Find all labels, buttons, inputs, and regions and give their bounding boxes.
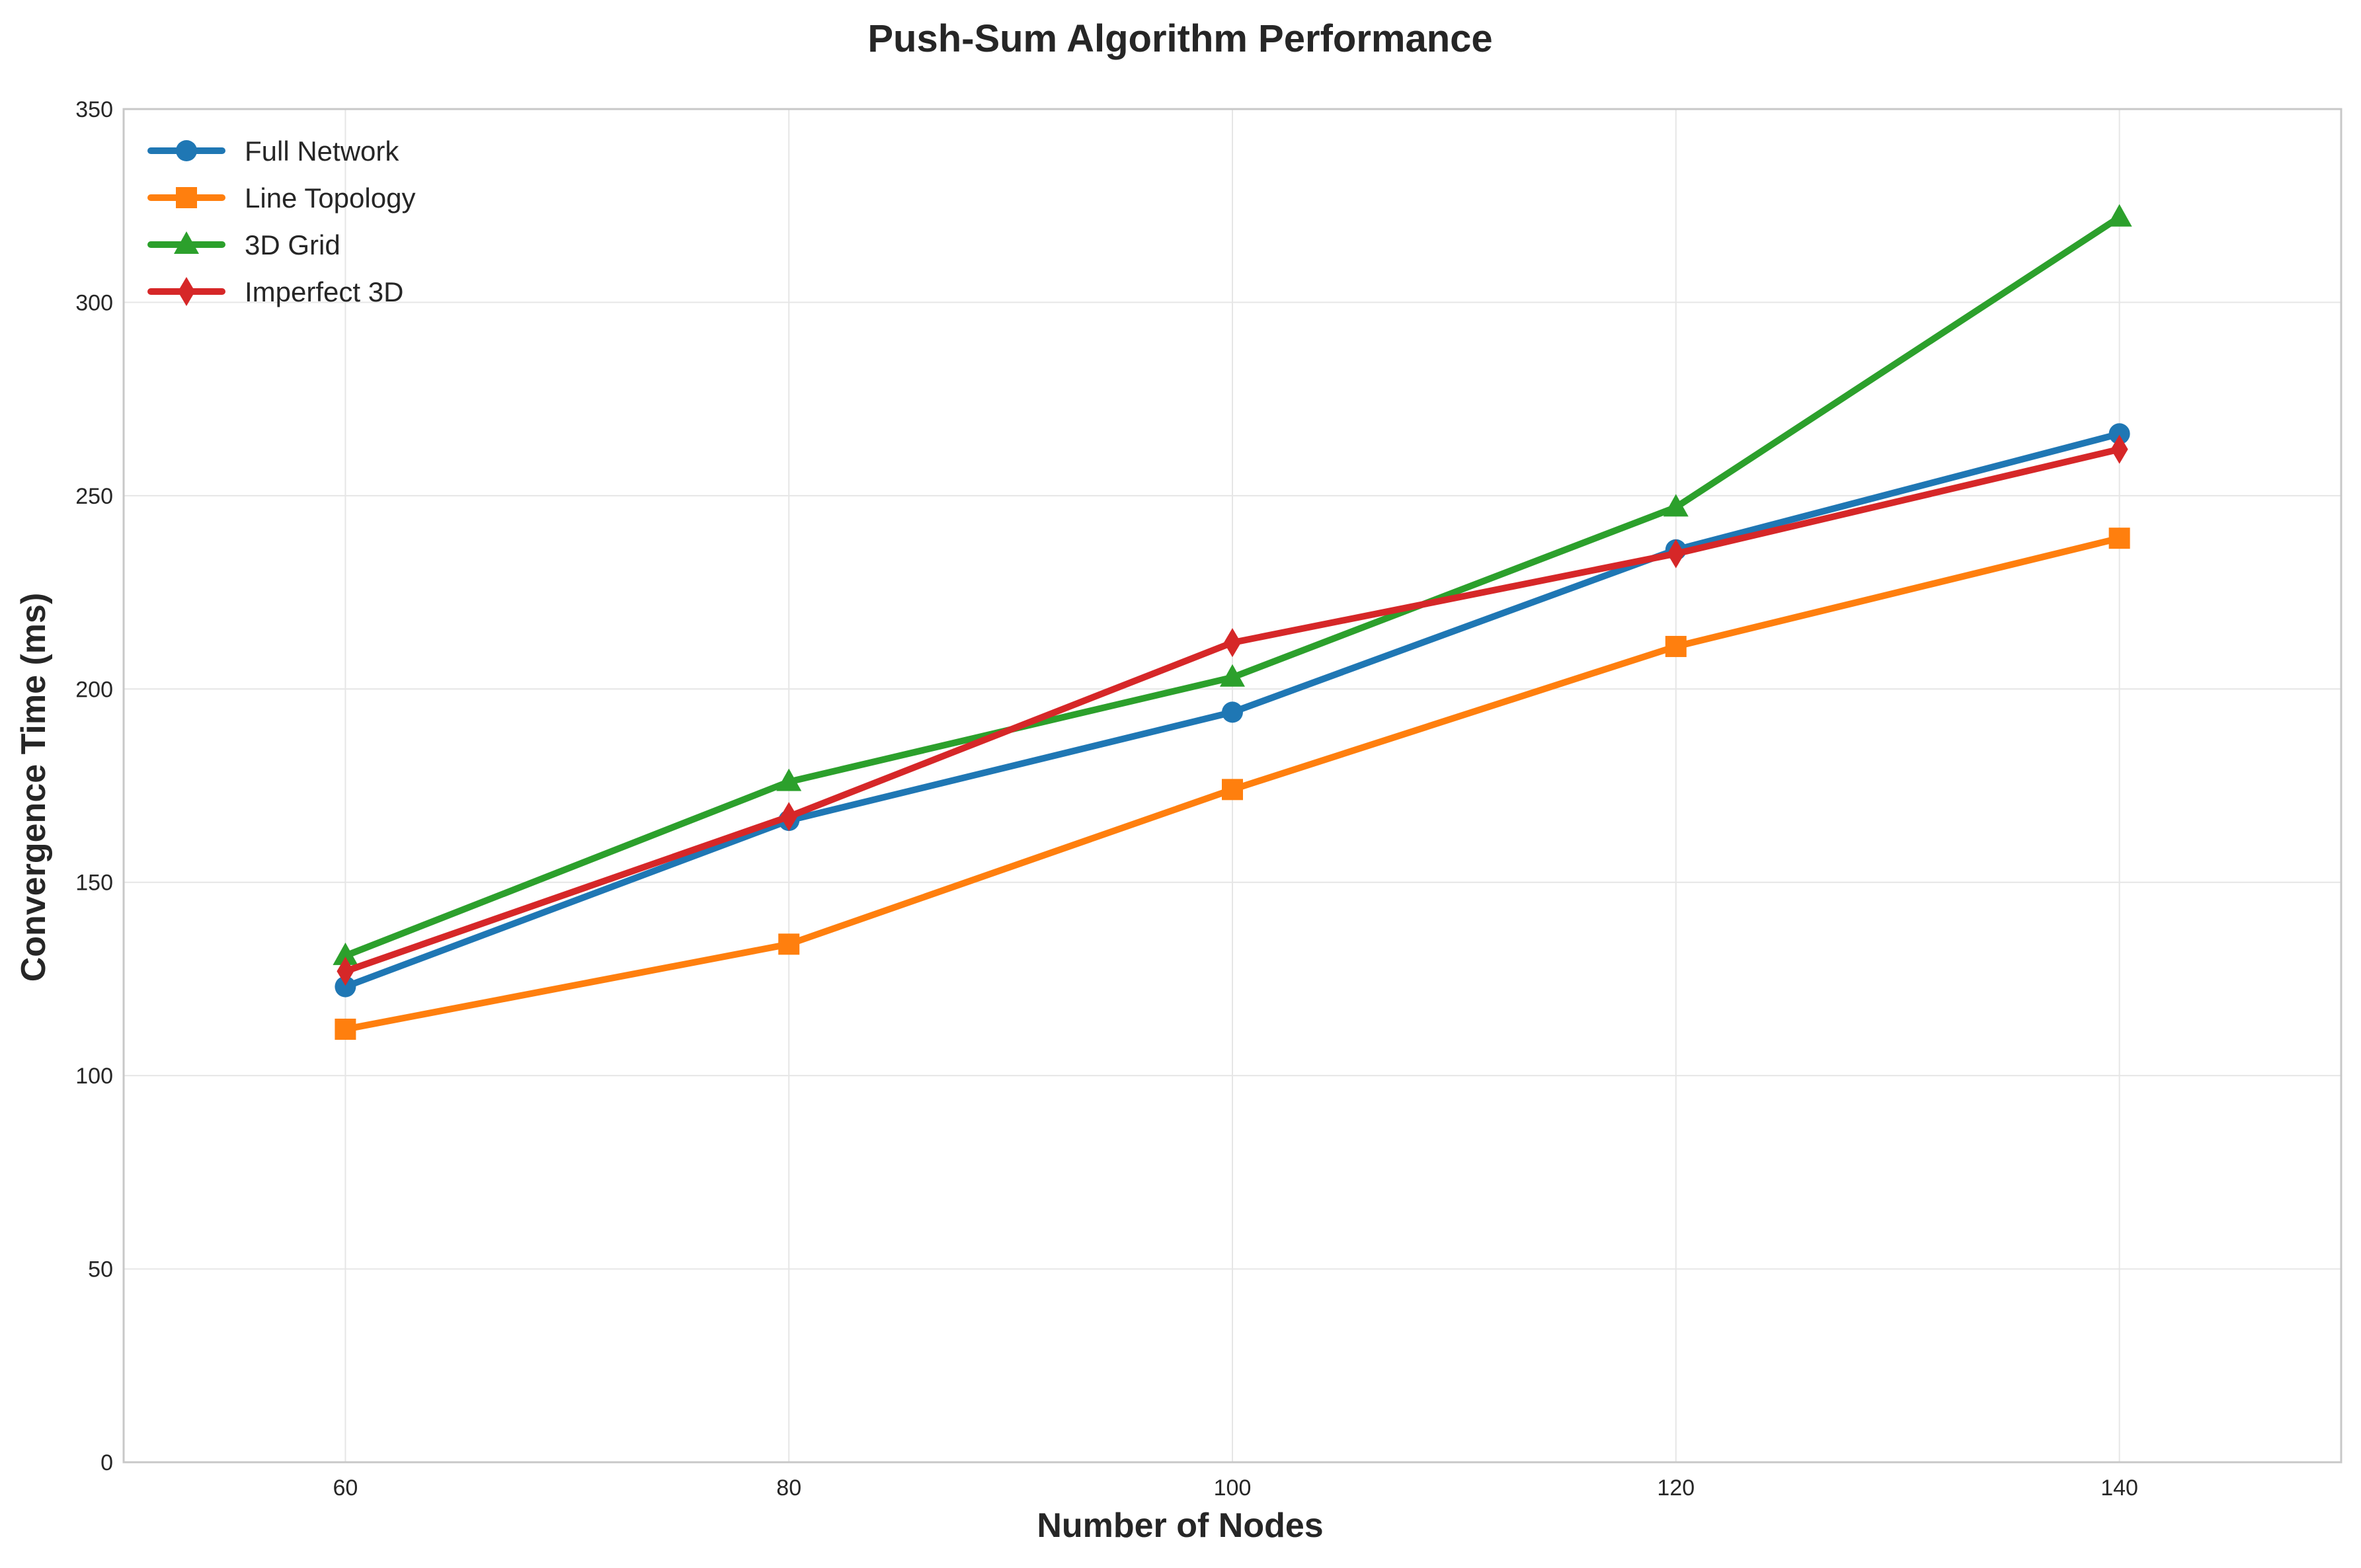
chart-title: Push-Sum Algorithm Performance bbox=[867, 17, 1492, 60]
data-point-line-topology bbox=[1665, 635, 1687, 657]
data-point-imperfect-3d bbox=[1667, 539, 1685, 568]
x-tick-label: 100 bbox=[1214, 1475, 1252, 1501]
data-point-imperfect-3d bbox=[2110, 434, 2128, 464]
x-tick-label: 120 bbox=[1657, 1475, 1695, 1501]
data-point-line-topology bbox=[335, 1018, 356, 1040]
legend-marker bbox=[178, 277, 195, 306]
y-tick-label: 0 bbox=[100, 1450, 113, 1475]
legend-item-full-network: Full Network bbox=[147, 136, 399, 167]
data-point-line-topology bbox=[1222, 779, 1243, 801]
x-tick-label: 140 bbox=[2101, 1475, 2138, 1501]
legend-item-imperfect-3d: Imperfect 3D bbox=[147, 276, 403, 307]
y-tick-label: 100 bbox=[75, 1064, 113, 1089]
series-imperfect-3d bbox=[337, 434, 2128, 986]
data-point-full-network bbox=[1222, 701, 1243, 723]
data-point-line-topology bbox=[2108, 528, 2130, 549]
legend-item-line-topology: Line Topology bbox=[147, 182, 415, 214]
y-tick-label: 300 bbox=[75, 290, 113, 315]
data-point-imperfect-3d bbox=[780, 802, 798, 832]
data-point-3d-grid bbox=[333, 942, 358, 965]
data-point-3d-grid bbox=[776, 768, 802, 791]
x-tick-label: 60 bbox=[333, 1475, 358, 1501]
legend-marker bbox=[176, 140, 197, 161]
y-tick-label: 50 bbox=[88, 1257, 113, 1282]
x-tick-label: 80 bbox=[776, 1475, 801, 1501]
series-line-topology bbox=[335, 528, 2130, 1040]
legend-label: Full Network bbox=[245, 136, 399, 167]
data-point-3d-grid bbox=[1663, 494, 1689, 517]
x-axis-label: Number of Nodes bbox=[1037, 1507, 1323, 1545]
legend-label: Line Topology bbox=[245, 182, 415, 214]
y-axis-ticks: 0 50 100 150 200 250 300 350 bbox=[75, 97, 113, 1475]
y-tick-label: 350 bbox=[75, 97, 113, 122]
y-axis-label: Convergence Time (ms) bbox=[15, 593, 53, 982]
plot-area-frame bbox=[122, 108, 2342, 1464]
data-point-3d-grid bbox=[2106, 204, 2132, 227]
x-axis-ticks: 60 80 100 120 140 bbox=[333, 1475, 2138, 1501]
legend-label: Imperfect 3D bbox=[245, 276, 403, 307]
data-point-full-network bbox=[335, 976, 356, 998]
y-tick-label: 200 bbox=[75, 677, 113, 702]
data-point-full-network bbox=[2108, 423, 2130, 445]
legend-item-3d-grid: 3D Grid bbox=[147, 229, 340, 260]
y-tick-label: 150 bbox=[75, 871, 113, 896]
data-point-line-topology bbox=[778, 933, 800, 955]
data-point-imperfect-3d bbox=[1224, 628, 1241, 658]
legend-marker bbox=[174, 231, 199, 254]
data-point-imperfect-3d bbox=[337, 957, 354, 986]
grid-lines bbox=[124, 108, 2341, 1463]
series-lines bbox=[333, 204, 2132, 1040]
legend: Full Network Line Topology 3D Grid Imperfec… bbox=[147, 136, 415, 307]
legend-marker bbox=[176, 187, 197, 208]
data-point-3d-grid bbox=[1220, 664, 1245, 687]
legend-label: 3D Grid bbox=[245, 229, 340, 260]
y-tick-label: 250 bbox=[75, 484, 113, 509]
series-3d-grid bbox=[333, 204, 2132, 965]
